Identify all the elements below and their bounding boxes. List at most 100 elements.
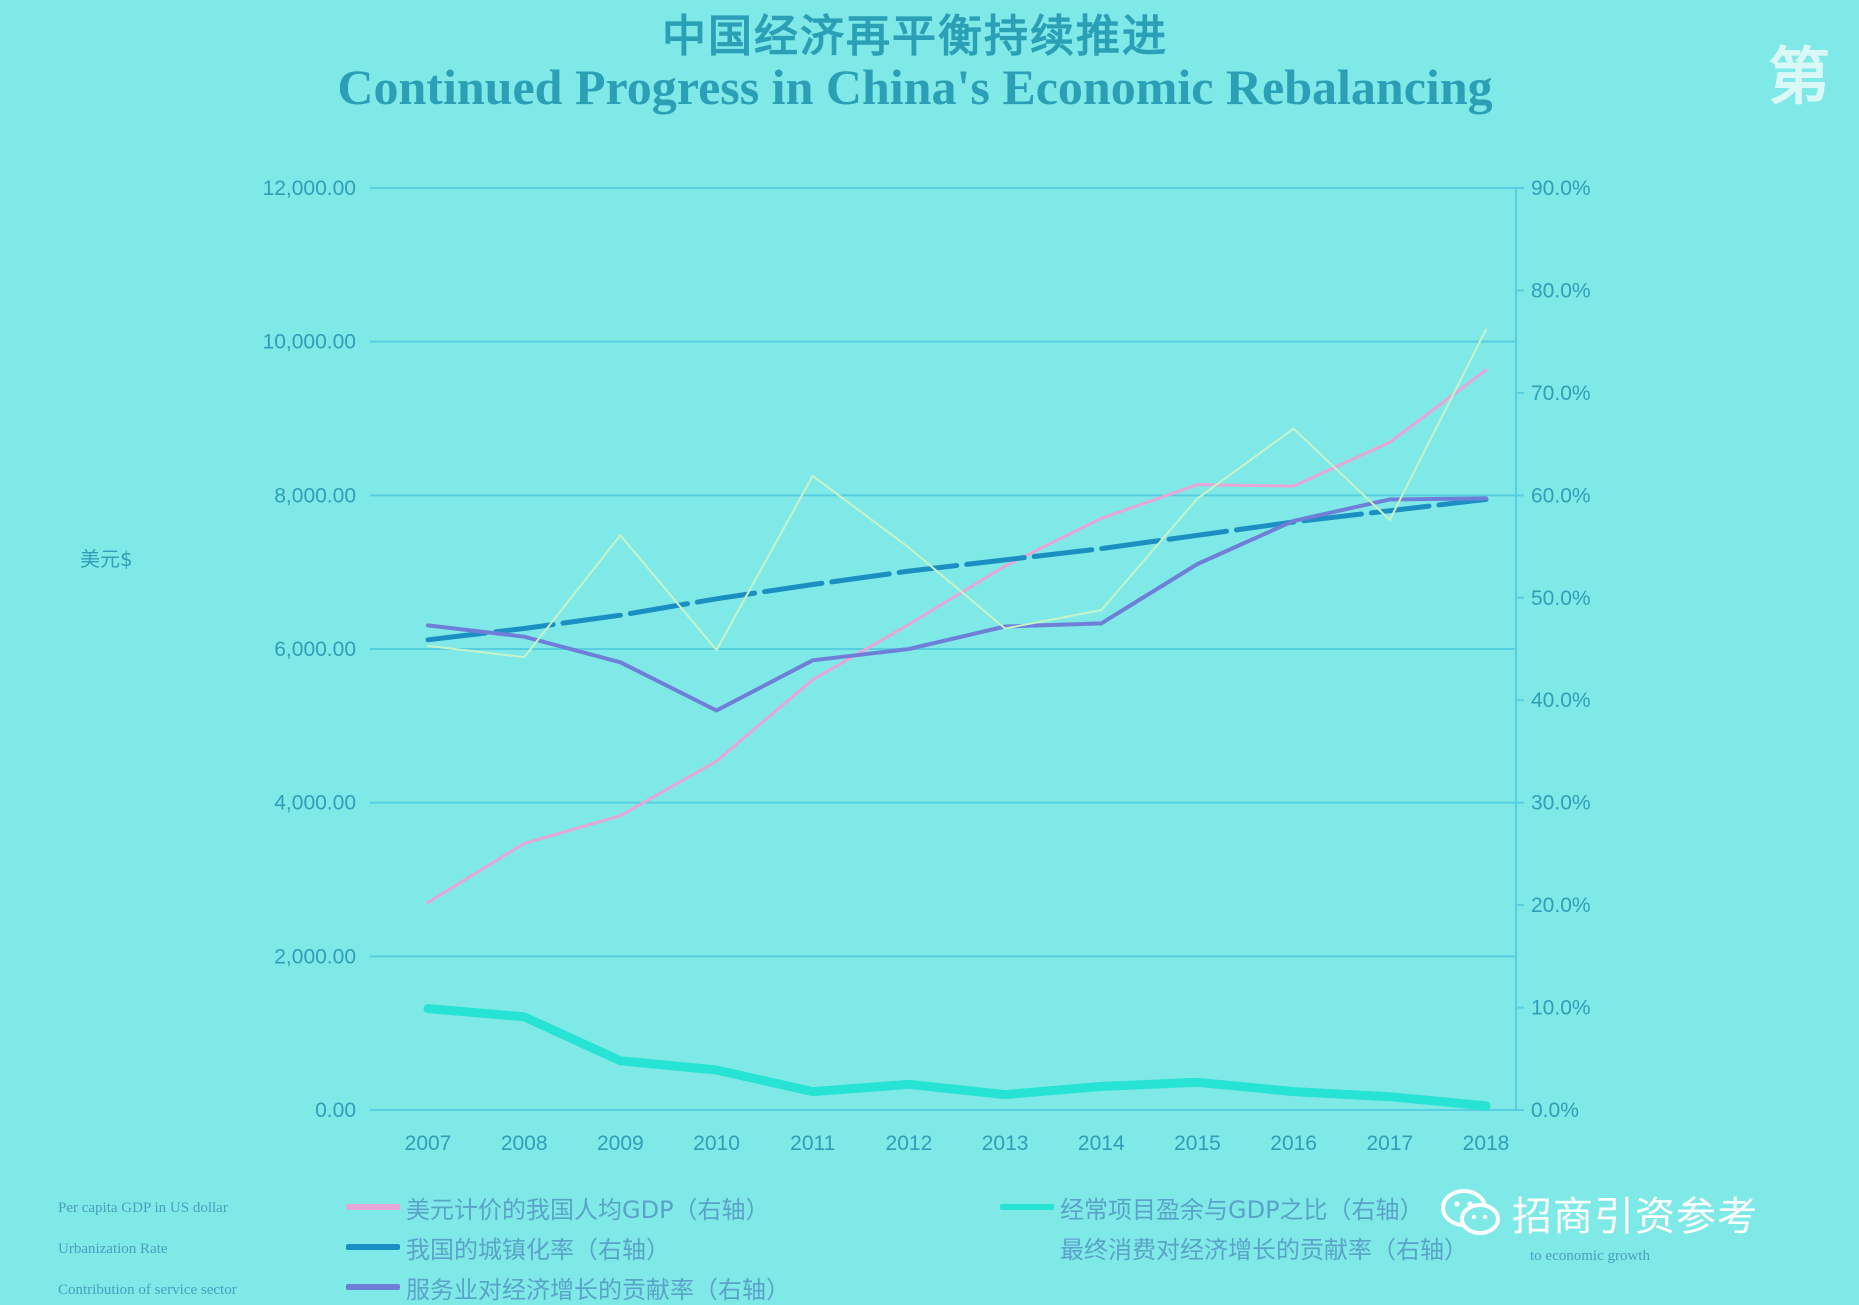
legend-en-service: Contribution of service sector <box>58 1282 237 1298</box>
x-tick-label: 2018 <box>1463 1132 1510 1155</box>
y-tick-right: 20.0% <box>1531 894 1591 917</box>
data-point-1-0 <box>427 639 429 641</box>
data-point-0-3 <box>716 760 718 762</box>
legend-en-gdp: Per capita GDP in US dollar <box>58 1200 228 1216</box>
x-tick-label: 2011 <box>790 1132 835 1155</box>
data-point-2-11 <box>1485 497 1487 499</box>
data-point-4-1 <box>523 656 525 658</box>
data-point-4-3 <box>716 649 718 651</box>
data-point-2-2 <box>619 661 621 663</box>
wechat-icon <box>1441 1189 1500 1235</box>
data-point-2-0 <box>427 624 429 626</box>
data-point-3-8 <box>1196 1081 1198 1083</box>
data-point-2-8 <box>1196 563 1198 565</box>
data-point-2-7 <box>1100 622 1102 624</box>
data-point-3-1 <box>523 1016 525 1018</box>
chart-title-cn: 中国经济再平衡持续推进 <box>662 11 1168 62</box>
data-point-0-5 <box>908 623 910 625</box>
y-tick-right: 90.0% <box>1531 177 1591 200</box>
data-point-3-4 <box>812 1091 814 1093</box>
data-point-0-10 <box>1389 441 1391 443</box>
data-point-0-11 <box>1485 369 1487 371</box>
data-point-0-1 <box>523 842 525 844</box>
data-point-0-4 <box>812 679 814 681</box>
data-point-2-9 <box>1293 520 1295 522</box>
data-point-1-7 <box>1100 548 1102 550</box>
data-point-1-1 <box>523 628 525 630</box>
data-point-4-8 <box>1196 497 1198 499</box>
data-point-3-5 <box>908 1083 910 1085</box>
legend-item-current-account: 经常项目盈余与GDP之比（右轴） <box>1000 1190 1424 1224</box>
y-tick-left: 2,000.00 <box>274 945 356 968</box>
corner-logo-mark: 第 <box>1768 40 1831 110</box>
line-chart: 0.00 2,000.00 4,000.00 6,000.00 8,000.00 10,0… <box>80 177 1591 1155</box>
legend-label-consumption: 最终消费对经济增长的贡献率（右轴） <box>1060 1235 1468 1264</box>
data-point-3-10 <box>1389 1096 1391 1098</box>
data-point-4-4 <box>812 475 814 477</box>
data-point-3-11 <box>1485 1105 1487 1107</box>
data-point-3-2 <box>619 1060 621 1062</box>
legend-item-service: 服务业对经济增长的贡献率（右轴） <box>346 1270 790 1304</box>
y-tick-right: 60.0% <box>1531 484 1591 507</box>
y-tick-right: 70.0% <box>1531 382 1591 405</box>
data-point-1-10 <box>1389 510 1391 512</box>
data-point-4-9 <box>1293 428 1295 430</box>
y-axis-label-left: 美元$ <box>80 547 133 571</box>
data-point-3-9 <box>1293 1091 1295 1093</box>
chart-title-en: Continued Progress in China's Economic R… <box>337 59 1493 115</box>
data-point-0-0 <box>427 902 429 904</box>
data-point-1-5 <box>908 570 910 572</box>
data-point-4-0 <box>427 645 429 647</box>
y-tick-right: 80.0% <box>1531 279 1591 302</box>
data-point-0-8 <box>1196 484 1198 486</box>
chart-axes: 0.00 2,000.00 4,000.00 6,000.00 8,000.00 10,0… <box>263 177 1591 1155</box>
series-line-4 <box>427 328 1487 659</box>
x-tick-label: 2017 <box>1366 1132 1413 1155</box>
legend-label-current-account: 经常项目盈余与GDP之比（右轴） <box>1060 1195 1424 1224</box>
y-tick-right: 10.0% <box>1531 997 1591 1020</box>
y-tick-left: 8,000.00 <box>274 484 356 507</box>
data-point-1-6 <box>1004 559 1006 561</box>
data-point-2-3 <box>716 709 718 711</box>
data-point-0-7 <box>1100 517 1102 519</box>
chart-series <box>423 328 1491 1111</box>
y-tick-right: 50.0% <box>1531 587 1591 610</box>
y-tick-right: 30.0% <box>1531 792 1591 815</box>
x-tick-label: 2012 <box>886 1132 933 1155</box>
series-line-3 <box>423 1004 1491 1111</box>
y-tick-left: 12,000.00 <box>263 177 356 200</box>
data-point-1-3 <box>716 598 718 600</box>
data-point-4-5 <box>908 547 910 549</box>
y-tick-right: 0.0% <box>1531 1099 1579 1122</box>
y-tick-right: 40.0% <box>1531 689 1591 712</box>
data-point-0-6 <box>1004 565 1006 567</box>
legend-swatch-current-account <box>1000 1204 1054 1210</box>
watermark-text: 招商引资参考 <box>1512 1194 1758 1240</box>
legend-swatch-service <box>346 1284 400 1290</box>
x-tick-label: 2014 <box>1078 1132 1125 1155</box>
y-tick-left: 6,000.00 <box>274 638 356 661</box>
data-point-4-2 <box>619 534 621 536</box>
x-tick-label: 2008 <box>501 1132 548 1155</box>
data-point-3-0 <box>427 1008 429 1010</box>
legend-en-urbanization: Urbanization Rate <box>58 1241 168 1257</box>
x-tick-label: 2016 <box>1270 1132 1317 1155</box>
data-point-2-10 <box>1389 498 1391 500</box>
data-point-4-10 <box>1389 519 1391 521</box>
y-tick-left: 0.00 <box>315 1099 356 1122</box>
watermark: 招商引资参考 <box>1440 1183 1758 1243</box>
legend-item-urbanization: 我国的城镇化率（右轴） <box>346 1230 670 1264</box>
data-point-4-6 <box>1004 628 1006 630</box>
data-point-1-4 <box>812 583 814 585</box>
x-tick-label: 2015 <box>1174 1132 1221 1155</box>
data-point-3-6 <box>1004 1094 1006 1096</box>
x-tick-label: 2009 <box>597 1132 644 1155</box>
data-point-2-5 <box>908 648 910 650</box>
data-point-3-7 <box>1100 1085 1102 1087</box>
x-tick-label: 2013 <box>982 1132 1029 1155</box>
data-point-4-11 <box>1485 328 1487 330</box>
y-tick-left: 4,000.00 <box>274 792 356 815</box>
series-line-0 <box>426 368 1488 904</box>
legend-label-gdp: 美元计价的我国人均GDP（右轴） <box>406 1195 770 1224</box>
